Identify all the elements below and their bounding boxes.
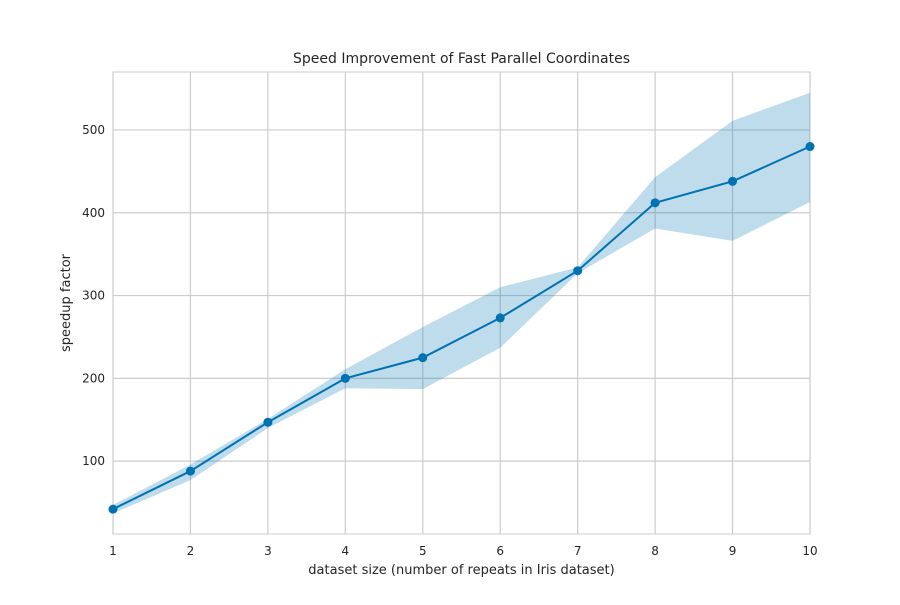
x-tick-label: 3 (264, 544, 272, 558)
confidence-band (113, 92, 810, 514)
x-tick-label: 6 (496, 544, 504, 558)
x-tick-label: 2 (187, 544, 195, 558)
chart-title: Speed Improvement of Fast Parallel Coord… (293, 51, 630, 67)
data-point (340, 373, 350, 383)
series-line-layer (112, 145, 811, 511)
x-tick-label: 1 (109, 544, 117, 558)
series-line (112, 145, 811, 511)
y-axis-label: speedup factor (59, 253, 74, 352)
x-tick-label: 9 (729, 544, 737, 558)
series-points-layer (108, 142, 815, 514)
data-point (495, 313, 505, 323)
data-point (650, 198, 660, 208)
y-tick-label: 500 (82, 123, 105, 137)
confidence-band-layer (113, 92, 810, 514)
y-tick-label: 100 (82, 454, 105, 468)
y-tick-label: 300 (82, 289, 105, 303)
data-point (263, 417, 273, 427)
x-tick-label: 5 (419, 544, 427, 558)
y-tick-labels: 100 200 300 400 500 (82, 123, 105, 468)
x-tick-label: 10 (802, 544, 817, 558)
x-tick-label: 8 (651, 544, 659, 558)
data-point (108, 504, 118, 514)
y-tick-label: 200 (82, 371, 105, 385)
x-tick-label: 7 (574, 544, 582, 558)
data-point (573, 266, 583, 276)
data-point (805, 142, 815, 152)
data-point (185, 466, 195, 476)
x-tick-label: 4 (342, 544, 350, 558)
data-point (728, 176, 738, 186)
y-tick-label: 400 (82, 206, 105, 220)
plot-area (112, 71, 811, 535)
x-axis-label: dataset size (number of repeats in Iris … (308, 563, 614, 578)
data-point (418, 353, 428, 363)
x-tick-labels: 1 2 3 4 5 6 7 8 9 10 (109, 544, 817, 558)
